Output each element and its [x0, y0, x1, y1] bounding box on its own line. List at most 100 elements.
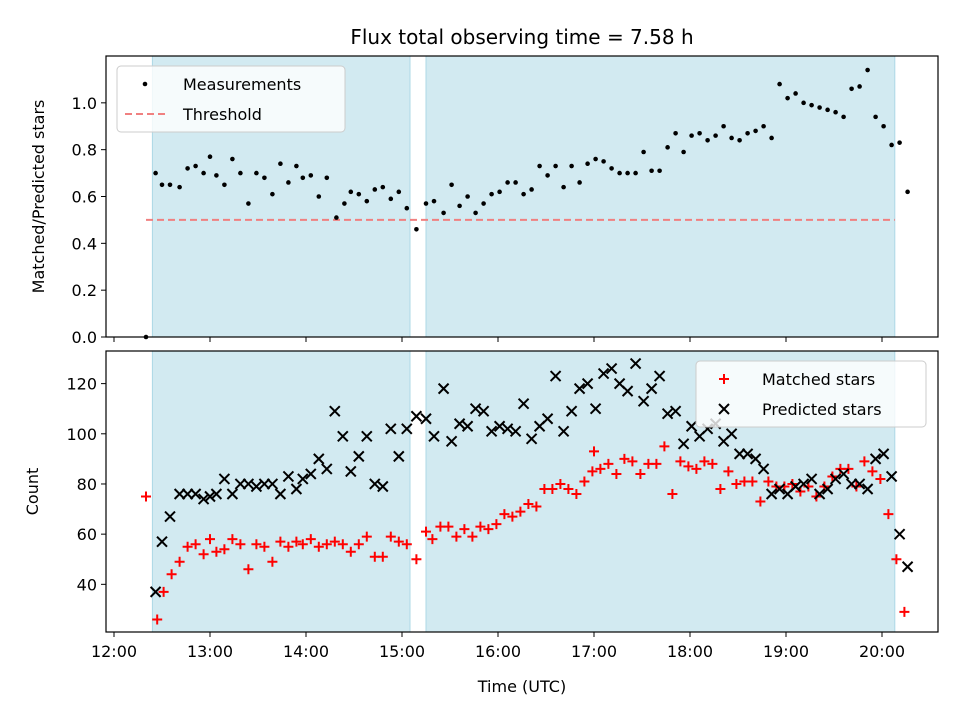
- bottom-series-0-point-12: [235, 539, 246, 550]
- bottom-series-0-point-79: [763, 476, 774, 487]
- top-series-0-point-51: [553, 163, 558, 169]
- x-tick-label-7: 19:00: [763, 642, 809, 661]
- bottom-series-0-point-92: [867, 466, 878, 477]
- bottom-series-0-point-20: [297, 539, 308, 550]
- top-series-0-point-18: [286, 180, 291, 185]
- bottom-series-1-point-81: [797, 478, 810, 490]
- x-tick-label-1: 13:00: [187, 642, 233, 661]
- top-series-0-point-41: [473, 210, 478, 216]
- bottom-series-1-point-9: [218, 473, 231, 485]
- bottom-series-1-point-84: [821, 483, 834, 495]
- top-series-0-point-50: [545, 173, 550, 178]
- bottom-series-1-point-35: [428, 430, 440, 443]
- top-y-tick-label-0: 0.0: [72, 328, 97, 347]
- bottom-series-0-point-91: [859, 456, 870, 467]
- top-series-0-point-83: [809, 102, 814, 108]
- bottom-series-0-point-14: [251, 539, 262, 550]
- bottom-series-0-point-22: [313, 541, 324, 552]
- bottom-series-0-point-17: [275, 536, 286, 547]
- bottom-series-1-point-30: [385, 423, 397, 435]
- bottom-series-0-point-7: [198, 549, 209, 560]
- top-series-0-point-42: [481, 201, 486, 206]
- bottom-series-1: [149, 357, 914, 598]
- bottom-series-0-point-60: [611, 468, 622, 479]
- top-series-0-point-27: [356, 191, 362, 197]
- bottom-series-0-point-53: [563, 483, 574, 494]
- top-series-0-point-63: [649, 168, 654, 174]
- bottom-series-0-point-41: [467, 531, 478, 542]
- top-series-0-point-82: [801, 100, 806, 106]
- bottom-series-0-point-55: [579, 476, 590, 487]
- bottom-series-0-point-61: [619, 453, 630, 464]
- bottom-series-0-point-4: [174, 556, 185, 567]
- bottom-series-0-point-96: [899, 606, 910, 617]
- bottom-series-0-point-8: [205, 534, 215, 545]
- bottom-series-1-point-54: [581, 377, 594, 390]
- top-y-tick-label-1: 0.2: [72, 281, 97, 300]
- top-series-0-point-43: [489, 191, 494, 197]
- bottom-series-1-point-8: [210, 488, 223, 500]
- bottom-series-1-point-22: [321, 463, 333, 475]
- bottom-series-0-point-59: [603, 458, 614, 469]
- bottom-series-1-point-1: [156, 535, 168, 548]
- top-series-0-point-64: [657, 168, 662, 174]
- bottom-series-1-point-24: [337, 430, 349, 443]
- top-series-0-point-53: [569, 163, 574, 169]
- bottom-series-1-point-59: [621, 385, 634, 397]
- top-series-0-point-71: [713, 133, 718, 138]
- bottom-series-1-point-26: [353, 450, 365, 463]
- top-series-0-point-22: [316, 194, 322, 199]
- top-series-0-point-95: [905, 189, 910, 195]
- bottom-series-0-point-5: [182, 541, 193, 552]
- bottom-series-0-point-13: [243, 564, 254, 575]
- bottom-series-0-point-75: [731, 478, 742, 489]
- top-series-0-point-60: [625, 170, 630, 176]
- top-series-0-point-62: [641, 149, 646, 155]
- bottom-series-0-point-95: [891, 554, 902, 565]
- bottom-series-0-point-26: [345, 546, 356, 557]
- top-series-0-point-40: [465, 194, 470, 199]
- top-series-0-point-84: [817, 105, 822, 110]
- bottom-series-1-point-44: [501, 423, 514, 435]
- top-series-0-point-58: [609, 166, 614, 171]
- bottom-series-1-point-46: [517, 397, 530, 410]
- top-series-0-point-66: [673, 130, 678, 136]
- top-y-tick-label-3: 0.6: [72, 188, 97, 207]
- bottom-series-1-point-49: [541, 413, 554, 425]
- top-legend-swatch-0: [142, 81, 148, 87]
- top-series-0-point-45: [505, 180, 510, 185]
- top-series-0-point-67: [681, 149, 686, 155]
- bottom-series-1-point-72: [725, 428, 738, 440]
- bottom-legend-swatch-0: [719, 374, 729, 384]
- top-series-0-point-75: [745, 130, 750, 136]
- bottom-series-0-point-78: [755, 496, 766, 507]
- top-series-0-point-20: [300, 175, 306, 181]
- bottom-series-1-point-94: [901, 561, 914, 573]
- bottom-series-0-point-33: [401, 539, 412, 550]
- x-tick-label-0: 12:00: [91, 642, 137, 661]
- bottom-legend-label-1: Predicted stars: [762, 400, 882, 419]
- bottom-shaded-interval-0: [151, 350, 411, 633]
- bottom-series-1-point-66: [677, 438, 690, 450]
- bottom-series-0-point-69: [683, 461, 694, 472]
- bottom-series-0-point-19: [291, 536, 302, 547]
- top-series-0-point-17: [278, 161, 283, 167]
- bottom-series-1-point-50: [549, 370, 562, 382]
- bottom-series-1-point-89: [861, 483, 874, 495]
- top-series-0-point-15: [262, 175, 267, 181]
- bottom-series-0-point-21: [305, 534, 316, 545]
- bottom-series-1-point-37: [445, 435, 458, 448]
- bottom-series-1-point-42: [485, 425, 498, 437]
- bottom-series-1-point-93: [893, 528, 906, 540]
- top-series-0-point-2: [159, 182, 165, 188]
- x-tick-label-2: 14:00: [283, 642, 329, 661]
- x-tick-label-8: 20:00: [859, 642, 905, 661]
- bottom-series-0-point-62: [627, 456, 638, 467]
- top-series-0-point-46: [513, 180, 518, 185]
- top-series-0-point-88: [849, 86, 854, 92]
- bottom-series-0-point-66: [659, 441, 670, 452]
- bottom-series-1-point-75: [749, 453, 762, 465]
- bottom-series-1-point-2: [164, 510, 176, 523]
- bottom-series-1-point-33: [410, 410, 423, 422]
- top-series-0-point-92: [881, 123, 886, 129]
